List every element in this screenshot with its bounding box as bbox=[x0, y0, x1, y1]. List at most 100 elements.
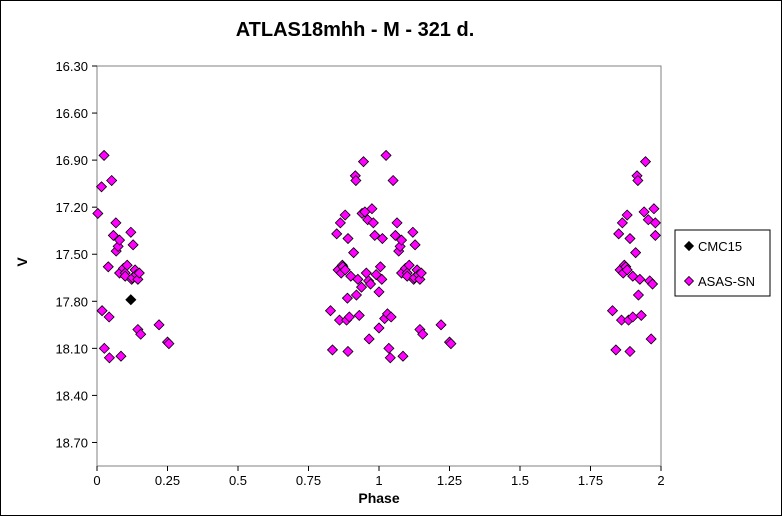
point-asas-sn bbox=[391, 217, 403, 229]
y-axis-label: V bbox=[14, 257, 30, 267]
point-asas-sn bbox=[630, 247, 642, 259]
point-asas-sn bbox=[341, 292, 353, 304]
point-asas-sn bbox=[110, 217, 122, 229]
legend-marker bbox=[683, 275, 695, 287]
y-axis: 16.30 16.60 16.90 17.20 17.50 17.80 18.10 18.40… bbox=[55, 59, 97, 450]
point-asas-sn bbox=[113, 234, 126, 246]
legend: CMC15 ASAS-SN bbox=[674, 229, 771, 297]
point-asas-sn bbox=[366, 203, 378, 215]
point-asas-sn bbox=[403, 259, 415, 271]
point-asas-sn bbox=[395, 234, 408, 246]
point-asas-sn bbox=[649, 229, 661, 241]
point-asas-sn bbox=[102, 261, 114, 273]
point-asas-sn bbox=[326, 344, 339, 356]
y-tick-label: 16.30 bbox=[55, 59, 88, 74]
point-asas-sn bbox=[127, 239, 139, 251]
legend-box bbox=[674, 229, 771, 297]
point-asas-sn bbox=[364, 278, 377, 290]
point-asas-sn bbox=[385, 311, 397, 323]
x-tick-label: 1.75 bbox=[578, 473, 603, 488]
point-asas-sn bbox=[348, 247, 360, 259]
point-asas-sn bbox=[648, 203, 660, 215]
point-asas-sn bbox=[339, 209, 351, 221]
chart-title: ATLAS18mhh - M - 321 d. bbox=[236, 19, 475, 41]
point-asas-sn bbox=[638, 206, 650, 218]
point-asas-sn bbox=[407, 226, 419, 238]
x-tick-label: 1.25 bbox=[437, 473, 462, 488]
y-tick-label: 17.20 bbox=[55, 200, 88, 215]
point-asas-sn bbox=[92, 207, 104, 220]
point-asas-sn bbox=[133, 267, 145, 279]
point-asas-sn bbox=[409, 239, 421, 251]
point-asas-sn bbox=[342, 232, 354, 245]
point-asas-sn bbox=[376, 273, 388, 285]
point-asas-sn bbox=[373, 286, 385, 298]
point-asas-sn bbox=[632, 289, 645, 301]
point-asas-sn bbox=[98, 342, 110, 354]
point-asas-sn bbox=[649, 217, 661, 229]
point-asas-sn bbox=[445, 338, 457, 350]
y-tick-label: 17.50 bbox=[55, 247, 88, 262]
y-tick-label: 18.70 bbox=[55, 435, 88, 450]
legend-marker bbox=[683, 240, 695, 252]
point-asas-sn bbox=[639, 156, 652, 168]
point-asas-sn bbox=[380, 149, 392, 161]
point-asas-sn bbox=[367, 217, 379, 229]
point-asas-sn bbox=[621, 209, 633, 221]
point-asas-sn bbox=[324, 305, 337, 317]
point-asas-sn bbox=[616, 217, 628, 229]
point-asas-sn bbox=[106, 174, 118, 187]
y-tick-label: 16.90 bbox=[55, 153, 88, 168]
point-asas-sn bbox=[383, 342, 395, 354]
point-asas-sn bbox=[624, 232, 636, 245]
point-asas-sn bbox=[331, 228, 343, 240]
point-asas-sn bbox=[624, 345, 636, 358]
x-axis-label: Phase bbox=[358, 490, 399, 506]
point-asas-sn bbox=[363, 333, 375, 345]
point-asas-sn bbox=[98, 149, 110, 161]
point-asas-sn bbox=[352, 273, 364, 285]
x-axis: 0 0.25 0.5 0.75 1 1.25 1.5 1.75 2 bbox=[93, 466, 665, 488]
x-tick-label: 0 bbox=[93, 473, 100, 488]
point-asas-sn bbox=[163, 338, 175, 350]
point-asas-sn bbox=[621, 264, 633, 276]
point-asas-sn bbox=[350, 174, 362, 187]
point-asas-sn bbox=[339, 264, 351, 276]
point-asas-sn bbox=[374, 261, 386, 273]
x-tick-label: 1 bbox=[375, 473, 382, 488]
point-asas-sn bbox=[357, 156, 370, 168]
point-asas-sn bbox=[135, 328, 147, 340]
point-asas-sn bbox=[355, 281, 368, 293]
point-asas-sn bbox=[632, 174, 644, 187]
x-tick-label: 2 bbox=[657, 473, 664, 488]
point-asas-sn bbox=[415, 267, 427, 279]
point-asas-sn bbox=[634, 273, 646, 285]
point-cmc15 bbox=[125, 294, 137, 306]
point-asas-sn bbox=[125, 226, 137, 238]
point-asas-sn bbox=[96, 305, 108, 317]
y-tick-label: 17.80 bbox=[55, 294, 88, 309]
y-tick-label: 16.60 bbox=[55, 106, 88, 121]
point-asas-sn bbox=[635, 309, 647, 321]
y-tick-label: 18.40 bbox=[55, 388, 88, 403]
point-asas-sn bbox=[613, 228, 625, 240]
x-tick-label: 1.5 bbox=[511, 473, 529, 488]
point-asas-sn bbox=[369, 229, 381, 241]
legend-label: ASAS-SN bbox=[698, 274, 755, 289]
point-asas-sn bbox=[384, 352, 396, 364]
point-asas-sn bbox=[103, 352, 115, 364]
x-tick-label: 0.25 bbox=[155, 473, 180, 488]
point-asas-sn bbox=[610, 344, 622, 356]
point-asas-sn bbox=[606, 305, 619, 317]
y-tick-label: 18.10 bbox=[55, 341, 88, 356]
point-asas-sn bbox=[397, 350, 409, 362]
point-asas-sn bbox=[373, 322, 385, 334]
point-asas-sn bbox=[646, 278, 659, 290]
x-tick-label: 0.5 bbox=[229, 473, 247, 488]
point-asas-sn bbox=[107, 229, 119, 241]
point-asas-sn bbox=[645, 333, 657, 345]
legend-label: CMC15 bbox=[698, 239, 742, 254]
point-asas-sn bbox=[350, 289, 363, 301]
point-asas-sn bbox=[121, 259, 133, 271]
